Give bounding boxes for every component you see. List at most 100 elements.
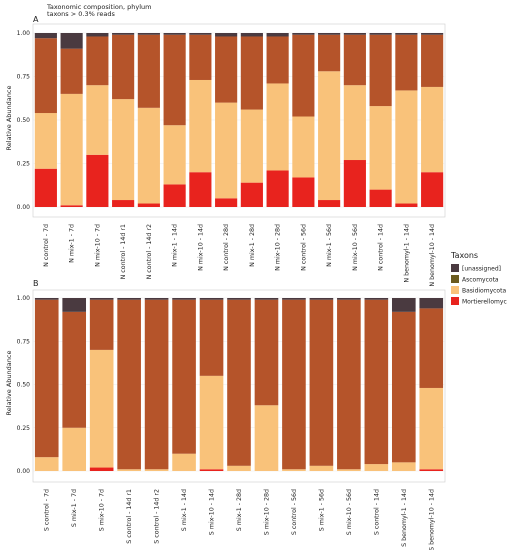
bar-s-mix-10-14d-mortierellomycota [199,469,224,471]
x-tick-label: N mix-1 - 56d [326,224,333,267]
panel-b-label: B [33,279,39,288]
legend-swatch-basidiomycota [451,286,459,294]
bar-n-control-14d-r1-basidiomycota [112,99,135,201]
bar-s-control-14d-r1-unassigned [117,298,141,300]
x-tick-label: S control - 14d [373,489,380,535]
x-tick-label: S mix-10 - 56d [346,489,353,535]
bar-n-mix-10-7d-basidiomycota [86,85,109,155]
x-tick-label: N mix-1 - 14d [172,224,179,267]
x-tick-label: S mix-10 - 7d [99,489,106,531]
bar-s-control-14d-basidiomycota [364,464,389,471]
bar-s-control-14d-unassigned [364,298,389,300]
bar-s-control-14d-r1-ascomycota [117,299,141,470]
bar-n-mix-10-28d-unassigned [266,33,289,37]
bar-n-benomyl-1-14d-mortierellomycota [395,203,418,207]
bar-n-control-56d-ascomycota [292,34,315,117]
bar-s-control-56d-ascomycota [282,299,306,470]
bar-s-mix-10-28d-basidiomycota [254,405,279,471]
bar-n-control-56d-unassigned [292,33,315,35]
bar-n-benomyl-10-14d-unassigned [421,33,444,35]
legend-swatch-unassigned [451,264,459,272]
x-tick-label: S mix-1 - 28d [236,489,243,531]
bar-s-mix-10-14d-ascomycota [199,299,224,376]
bar-n-control-7d-ascomycota [34,38,57,114]
bar-s-mix-10-56d-basidiomycota [337,469,361,471]
bar-n-mix-1-14d-unassigned [163,33,186,35]
bar-n-mix-10-14d-mortierellomycota [189,172,212,207]
x-tick-label: S mix-1 - 14d [181,489,188,531]
panel-b-y-tick-label: 0.75 [17,338,31,345]
bar-s-mix-1-14d-ascomycota [172,299,196,454]
panel-a-y-tick-label: 1.00 [17,30,31,37]
x-tick-label: N control - 14d r1 [120,224,127,279]
bar-n-mix-1-56d-basidiomycota [318,71,341,201]
bar-n-control-56d-mortierellomycota [292,177,315,207]
panel-b: B Relative Abundance 0.00 0.25 0.50 0.75 1.0… [5,279,446,550]
legend-swatch-mortierellomycota [451,297,459,305]
x-tick-label: S benomyl-10 - 14d [428,489,435,550]
bar-n-control-28d-unassigned [215,33,238,37]
x-tick-label: N control - 28d [223,224,230,271]
legend-label-basidiomycota: Basidiomycota [462,288,506,295]
panel-a-y-tick-label: 0.25 [17,161,31,168]
bar-s-mix-10-28d-unassigned [254,298,279,300]
bar-n-mix-10-7d-mortierellomycota [86,154,109,207]
x-tick-label: S control - 7d [44,489,51,531]
bar-n-mix-1-56d-ascomycota [318,34,341,72]
bar-n-mix-1-28d-ascomycota [240,36,263,110]
panel-b-x-labels: S control - 7d S mix-1 - 7d S mix-10 - 7d S… [44,489,436,550]
bar-n-mix-1-28d-mortierellomycota [240,182,263,207]
bar-n-control-14d-r2-ascomycota [137,34,160,108]
bar-n-control-14d-unassigned [369,33,392,35]
legend-label-mortierellomycota: Mortierellomycota [462,299,507,306]
figure-title-line1: Taxonomic composition, phylum [46,3,152,11]
bar-s-mix-1-28d-unassigned [227,298,251,300]
panel-a-label: A [33,15,39,24]
bar-s-benomyl-10-14d-unassigned [419,298,444,309]
x-tick-label: N mix-1 - 7d [69,224,76,263]
x-tick-label: N mix-10 - 14d [197,224,204,271]
legend-swatch-ascomycota [451,275,459,283]
x-tick-label: S mix-10 - 14d [209,489,216,535]
legend-items: [unassigned] Ascomycota Basidiomycota Morti… [451,264,507,306]
x-tick-label: N benomyl-10 - 14d [429,224,436,287]
panel-a-y-ticks: 0.00 0.25 0.50 0.75 1.00 [17,30,31,211]
bar-n-mix-10-7d-ascomycota [86,36,109,86]
bar-n-benomyl-10-14d-ascomycota [421,34,444,87]
bar-s-benomyl-10-14d-basidiomycota [419,387,444,470]
panel-b-y-tick-label: 1.00 [17,295,31,302]
bar-s-mix-10-56d-unassigned [337,298,361,300]
bar-s-mix-10-14d-basidiomycota [199,375,224,470]
bar-s-mix-10-7d-ascomycota [89,299,114,350]
bar-s-mix-1-56d-ascomycota [309,299,334,466]
bar-n-mix-1-14d-mortierellomycota [163,184,186,207]
bar-n-mix-1-7d-basidiomycota [60,93,83,206]
x-tick-label: S control - 14d r1 [126,489,133,544]
figure-title-line2: taxons > 0.3% reads [47,10,115,18]
bar-n-mix-10-56d-unassigned [343,33,366,35]
panel-b-ylabel: Relative Abundance [5,351,13,416]
bar-s-mix-1-56d-basidiomycota [309,465,334,471]
bar-s-control-7d-unassigned [34,298,59,300]
panel-b-y-ticks: 0.00 0.25 0.50 0.75 1.00 [17,295,31,475]
bar-n-control-14d-r1-ascomycota [112,34,135,100]
bar-n-mix-1-14d-basidiomycota [163,125,186,185]
bar-n-control-28d-mortierellomycota [215,198,238,207]
bar-s-control-14d-r2-ascomycota [144,299,169,470]
bar-n-control-28d-basidiomycota [215,102,238,199]
bar-n-mix-1-28d-unassigned [240,33,263,37]
panel-b-y-tick-label: 0.00 [17,468,31,475]
bar-n-mix-10-28d-mortierellomycota [266,170,289,207]
bar-s-control-7d-ascomycota [34,299,59,458]
x-tick-label: N mix-10 - 28d [275,224,282,271]
panel-a-y-tick-label: 0.75 [17,74,31,81]
x-tick-label: N benomyl-1 - 14d [403,224,410,283]
x-tick-label: S control - 14d r2 [154,489,161,544]
bar-n-mix-10-28d-ascomycota [266,36,289,84]
bar-n-mix-10-56d-ascomycota [343,34,366,86]
bar-n-mix-10-56d-basidiomycota [343,85,366,161]
x-tick-label: S mix-1 - 56d [318,489,325,531]
bar-n-benomyl-1-14d-unassigned [395,33,418,35]
bar-n-benomyl-1-14d-ascomycota [395,34,418,91]
